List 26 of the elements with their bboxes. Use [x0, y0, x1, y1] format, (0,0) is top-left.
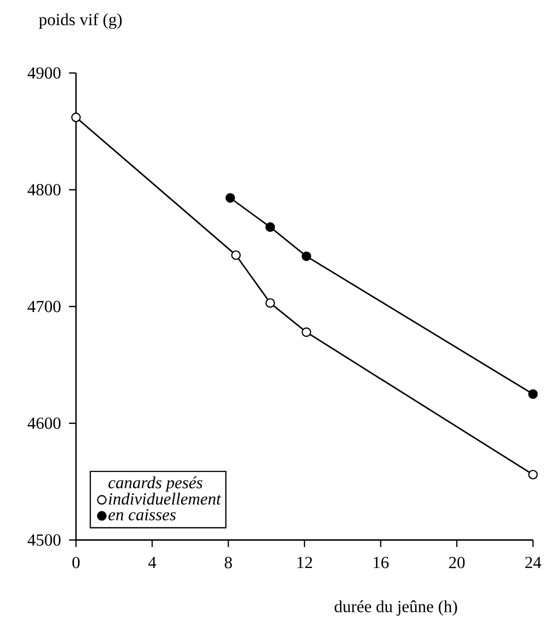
- x-tick-label: 20: [449, 556, 465, 568]
- point: [71, 112, 81, 122]
- x-tick-label: 16: [374, 556, 389, 568]
- point: [302, 327, 312, 337]
- y-tick-label: 4800: [28, 184, 61, 196]
- point: [225, 193, 236, 203]
- x-axis-title: durée du jeûne (h): [334, 600, 457, 616]
- point: [528, 389, 538, 399]
- legend-title: canards pesés: [108, 476, 202, 492]
- x-tick-label: 4: [148, 556, 156, 568]
- point: [528, 470, 538, 480]
- point: [231, 250, 241, 260]
- x-tick-label: 8: [224, 556, 232, 568]
- x-tick-label: 24: [525, 556, 542, 568]
- legend-label: individuellement: [108, 492, 222, 505]
- y-axis-title: poids vif (g): [38, 13, 122, 29]
- x-tick-label: 12: [298, 556, 312, 568]
- y-tick-label: 4600: [28, 418, 61, 429]
- y-tick-label: 4900: [28, 67, 61, 79]
- point: [302, 251, 312, 262]
- point: [265, 222, 276, 232]
- point: [265, 298, 276, 308]
- x-tick-label: 0: [72, 556, 80, 568]
- y-tick-label: 4700: [28, 300, 61, 312]
- y-tick-label: 4500: [28, 534, 61, 546]
- legend-label: en caisses: [108, 508, 176, 520]
